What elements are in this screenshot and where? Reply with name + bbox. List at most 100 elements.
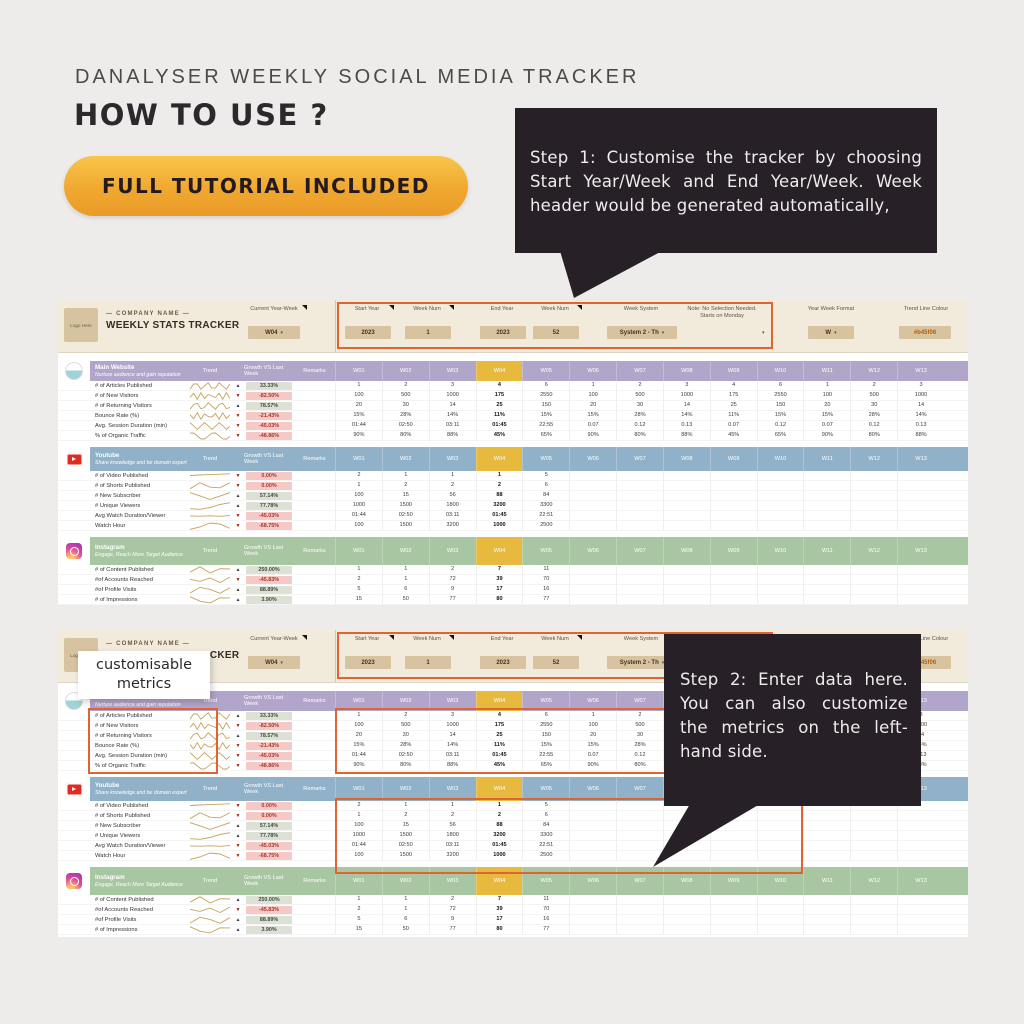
week-value-cell[interactable]: 6	[522, 711, 570, 721]
week-value-cell[interactable]: 2550	[756, 391, 804, 401]
week-value-cell[interactable]: 1	[381, 575, 429, 585]
week-value-cell[interactable]: 5	[335, 915, 382, 925]
week-value-cell[interactable]: 1500	[381, 851, 429, 861]
metric-name[interactable]: Avg. Session Duration (min)	[90, 751, 188, 761]
metric-name[interactable]: # Unique Viewers	[90, 831, 188, 841]
week-value-cell[interactable]: 100	[335, 391, 382, 401]
week-value-cell[interactable]: 0.13	[897, 421, 944, 431]
week-value-cell[interactable]	[803, 491, 851, 501]
week-value-cell[interactable]: 03:11	[428, 421, 476, 431]
remarks-cell[interactable]	[294, 431, 335, 441]
week-value-cell[interactable]: 4	[475, 381, 523, 391]
week-value-cell[interactable]: 80	[475, 595, 523, 605]
week-value-cell[interactable]: 1000	[475, 851, 523, 861]
week-value-cell[interactable]	[569, 481, 617, 491]
week-value-cell[interactable]	[850, 925, 898, 935]
week-value-cell[interactable]	[709, 585, 757, 595]
remarks-cell[interactable]	[294, 421, 335, 431]
week-value-cell[interactable]: 1000	[662, 391, 710, 401]
week-value-cell[interactable]	[756, 915, 804, 925]
week-value-cell[interactable]: 15	[381, 821, 429, 831]
week-value-cell[interactable]: 0.07	[569, 751, 617, 761]
week-value-cell[interactable]: 11%	[475, 411, 523, 421]
week-value-cell[interactable]	[616, 831, 663, 841]
week-value-cell[interactable]	[756, 925, 804, 935]
week-value-cell[interactable]	[616, 811, 663, 821]
week-value-cell[interactable]: 15%	[335, 411, 382, 421]
week-value-cell[interactable]: 65%	[522, 761, 570, 771]
week-value-cell[interactable]	[569, 851, 617, 861]
week-value-cell[interactable]: 5	[522, 801, 570, 811]
week-value-cell[interactable]	[803, 585, 851, 595]
week-value-cell[interactable]: 2500	[522, 521, 570, 531]
remarks-cell[interactable]	[294, 751, 335, 761]
week-value-cell[interactable]	[662, 585, 710, 595]
week-value-cell[interactable]	[897, 575, 944, 585]
week-value-cell[interactable]: 28%	[381, 411, 429, 421]
week-value-cell[interactable]	[897, 831, 944, 841]
remarks-cell[interactable]	[294, 391, 335, 401]
week-value-cell[interactable]: 2	[428, 811, 476, 821]
week-value-cell[interactable]: 1	[569, 381, 617, 391]
metric-name[interactable]: Bounce Rate (%)	[90, 411, 188, 421]
week-value-cell[interactable]: 1	[428, 471, 476, 481]
week-value-cell[interactable]: 72	[428, 905, 476, 915]
week-value-cell[interactable]: 80%	[381, 761, 429, 771]
week-value-cell[interactable]: 500	[850, 391, 898, 401]
week-value-cell[interactable]	[709, 575, 757, 585]
week-num-end-input[interactable]: 52	[533, 326, 579, 339]
week-value-cell[interactable]	[756, 595, 804, 605]
year-week-format-input[interactable]: W▾	[808, 326, 854, 339]
week-value-cell[interactable]: 500	[381, 721, 429, 731]
week-value-cell[interactable]	[850, 841, 898, 851]
metric-name[interactable]: Avg Watch Duration/Viewer	[90, 511, 188, 521]
week-value-cell[interactable]	[662, 481, 710, 491]
remarks-cell[interactable]	[294, 731, 335, 741]
week-value-cell[interactable]: 7	[475, 565, 523, 575]
week-value-cell[interactable]: 175	[475, 391, 523, 401]
week-value-cell[interactable]: 1	[381, 905, 429, 915]
week-value-cell[interactable]: 1	[381, 565, 429, 575]
week-value-cell[interactable]: 30	[616, 731, 663, 741]
week-value-cell[interactable]: 80%	[850, 431, 898, 441]
week-value-cell[interactable]	[569, 925, 617, 935]
week-num-start-input[interactable]: 1	[405, 326, 451, 339]
metric-name[interactable]: #of Profile Visits	[90, 915, 188, 925]
week-value-cell[interactable]	[803, 905, 851, 915]
metric-name[interactable]: # of Shorts Published	[90, 811, 188, 821]
week-value-cell[interactable]	[662, 501, 710, 511]
week-value-cell[interactable]: 45%	[709, 431, 757, 441]
week-value-cell[interactable]	[709, 841, 757, 851]
week-value-cell[interactable]	[662, 471, 710, 481]
remarks-cell[interactable]	[294, 481, 335, 491]
week-value-cell[interactable]: 2	[381, 481, 429, 491]
week-value-cell[interactable]	[850, 851, 898, 861]
week-value-cell[interactable]: 1	[569, 711, 617, 721]
week-value-cell[interactable]: 150	[522, 731, 570, 741]
week-value-cell[interactable]: 30	[616, 401, 663, 411]
week-value-cell[interactable]	[850, 575, 898, 585]
week-value-cell[interactable]	[803, 811, 851, 821]
full-tutorial-badge[interactable]: FULL TUTORIAL INCLUDED	[64, 156, 468, 216]
week-value-cell[interactable]	[662, 925, 710, 935]
week-value-cell[interactable]: 1000	[897, 391, 944, 401]
week-value-cell[interactable]	[897, 811, 944, 821]
chevron-down-icon[interactable]: ▾	[762, 330, 765, 336]
week-value-cell[interactable]	[616, 895, 663, 905]
week-value-cell[interactable]: 15	[335, 925, 382, 935]
week-value-cell[interactable]: 11%	[709, 411, 757, 421]
week-value-cell[interactable]: 1800	[428, 501, 476, 511]
week-value-cell[interactable]	[850, 471, 898, 481]
metric-name[interactable]: #of Profile Visits	[90, 585, 188, 595]
trend-line-colour-input[interactable]: #b45f06	[899, 326, 951, 339]
remarks-cell[interactable]	[294, 851, 335, 861]
week-value-cell[interactable]	[803, 501, 851, 511]
week-value-cell[interactable]	[897, 595, 944, 605]
week-value-cell[interactable]: 15%	[522, 411, 570, 421]
week-value-cell[interactable]: 0.07	[709, 421, 757, 431]
metric-name[interactable]: # of Shorts Published	[90, 481, 188, 491]
week-value-cell[interactable]: 16	[522, 915, 570, 925]
week-value-cell[interactable]: 01:44	[335, 421, 382, 431]
week-value-cell[interactable]	[662, 841, 710, 851]
week-value-cell[interactable]	[709, 595, 757, 605]
